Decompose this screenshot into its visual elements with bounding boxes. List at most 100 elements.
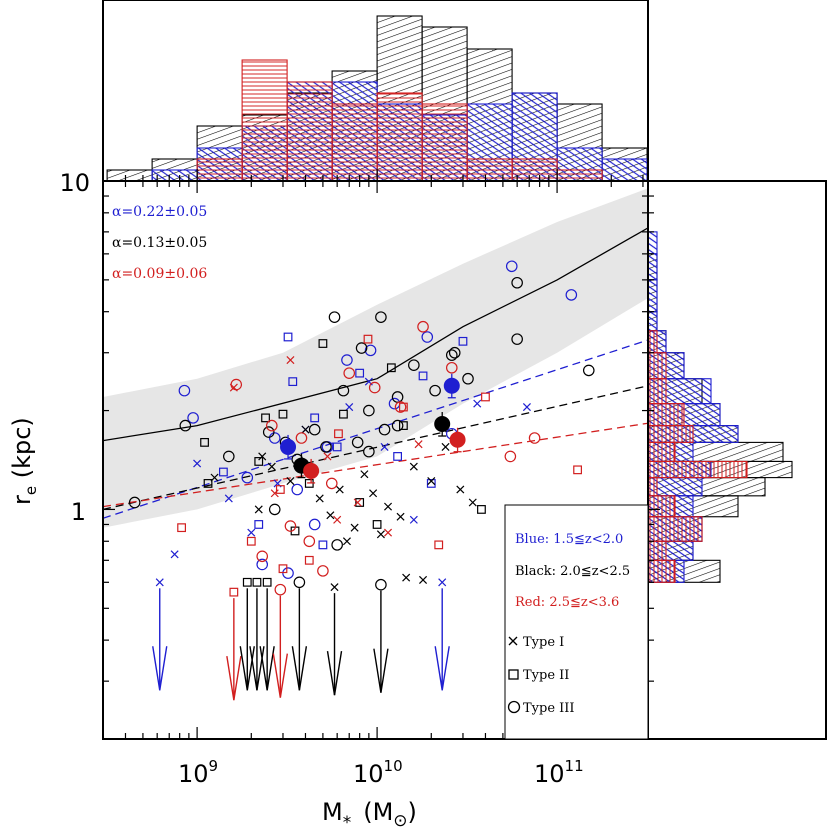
data-point — [318, 339, 328, 348]
median-point — [443, 377, 460, 394]
data-point — [528, 432, 541, 444]
data-point — [434, 540, 444, 550]
scatter-band — [103, 188, 648, 528]
data-point — [386, 363, 396, 373]
data-point — [256, 550, 269, 563]
data-point — [364, 344, 377, 357]
arrow-head — [249, 646, 265, 691]
data-point — [325, 477, 338, 490]
red-size-bar — [648, 425, 694, 443]
upper-limit-point — [274, 583, 287, 596]
data-point — [308, 423, 321, 436]
arrow-head — [152, 646, 168, 691]
x-stroke — [409, 462, 418, 471]
median-point — [280, 438, 297, 455]
fit-line — [103, 385, 648, 511]
arrow-head — [272, 653, 289, 698]
data-point — [254, 520, 264, 529]
x-stroke — [383, 528, 393, 537]
x-stroke — [333, 515, 342, 524]
data-point — [254, 505, 263, 514]
x-stroke — [258, 452, 267, 461]
x-stroke — [224, 494, 233, 503]
data-point — [468, 498, 477, 507]
galaxy-points — [128, 260, 595, 584]
data-point — [408, 359, 420, 371]
data-point — [178, 384, 191, 397]
fit-lines — [103, 339, 648, 519]
upper-limit-point — [438, 578, 447, 587]
x-stroke — [286, 356, 295, 365]
data-point — [334, 429, 343, 439]
top-mass-histogram — [106, 15, 648, 181]
data-point — [301, 425, 310, 434]
data-point — [328, 311, 341, 323]
median-point — [449, 431, 466, 448]
upper-limit-point — [155, 578, 164, 587]
data-point — [128, 496, 141, 509]
x-stroke — [414, 440, 423, 449]
data-point — [383, 502, 393, 511]
upper-limit-point — [242, 577, 252, 587]
data-point — [402, 573, 411, 582]
data-point — [345, 403, 354, 412]
data-point — [393, 452, 403, 461]
data-point — [441, 442, 450, 451]
x-stroke — [364, 377, 373, 386]
x-stroke — [383, 502, 393, 511]
data-point — [283, 332, 293, 342]
data-point — [342, 537, 351, 546]
data-point — [427, 477, 436, 486]
data-point — [286, 477, 295, 486]
data-point — [473, 399, 482, 408]
data-point — [409, 462, 418, 471]
blue-size-bar — [648, 231, 658, 255]
data-point — [458, 336, 468, 346]
data-point — [360, 470, 369, 479]
x-axis-label: M* (M⊙) — [322, 798, 417, 833]
red-mass-bar — [196, 158, 243, 181]
data-point — [267, 462, 276, 471]
data-point — [179, 419, 192, 432]
data-point — [246, 536, 256, 546]
data-point — [193, 459, 202, 468]
red-mass-bar — [556, 169, 603, 181]
data-point — [372, 520, 382, 529]
blue-size-bar — [648, 311, 658, 332]
blue-mass-bar — [151, 169, 198, 181]
data-point — [445, 361, 458, 374]
data-point — [219, 467, 228, 477]
red-mass-bar — [466, 158, 513, 181]
data-point — [341, 354, 353, 366]
data-point — [421, 331, 434, 343]
x-stroke — [247, 528, 256, 537]
data-point — [383, 528, 393, 537]
slope-blue: α=0.22±0.05 — [112, 204, 207, 220]
blue-size-bar — [648, 279, 658, 313]
red-size-bar — [648, 495, 676, 518]
x-stroke — [193, 459, 202, 468]
x-stroke — [229, 383, 238, 392]
arrow-head — [434, 646, 450, 691]
data-point — [254, 457, 264, 466]
upper-limit-point — [330, 583, 339, 592]
data-point — [426, 479, 436, 488]
data-point — [256, 558, 269, 571]
y-tick-label-1: 1 — [71, 498, 86, 526]
data-point — [326, 511, 335, 520]
data-point — [337, 384, 350, 397]
data-point — [317, 565, 329, 577]
x-stroke — [360, 470, 369, 479]
x-stroke — [170, 550, 179, 559]
data-point — [275, 485, 285, 494]
legend-black: Black: 2.0≦z<2.5 — [515, 564, 630, 579]
slope-red: α=0.09±0.06 — [112, 266, 207, 282]
data-point — [261, 413, 270, 423]
x-stroke — [342, 537, 351, 546]
legend-type-2: Type II — [523, 668, 569, 683]
red-mass-bar — [511, 158, 558, 181]
data-point — [363, 404, 375, 417]
data-point — [304, 555, 314, 565]
data-point — [270, 489, 279, 498]
data-point — [343, 367, 356, 379]
